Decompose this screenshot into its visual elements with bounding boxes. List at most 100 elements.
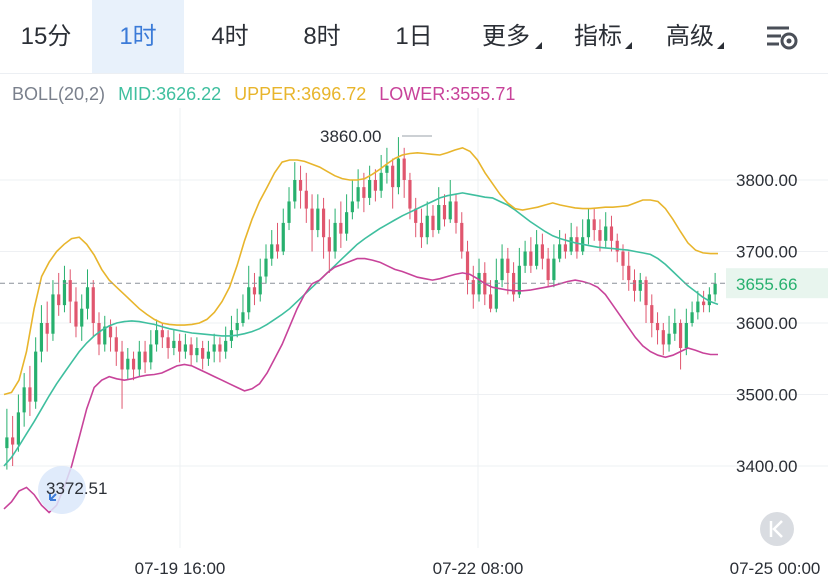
candle-body (218, 344, 222, 352)
candlestick-chart[interactable]: 3655.66 3800.00 3700.00 3600.00 3500.00 3400.… (0, 108, 828, 580)
candle-body (402, 158, 406, 180)
candle-body (28, 387, 32, 402)
candle-body (252, 287, 257, 295)
candle-body (696, 301, 700, 313)
tab-8h[interactable]: 8时 (303, 23, 341, 50)
candle-body (448, 201, 452, 220)
candle-body (379, 172, 383, 191)
candle-body (293, 180, 297, 202)
candle-body (540, 244, 544, 259)
candle-body (500, 258, 504, 281)
candle-body (558, 244, 562, 259)
candle-body (224, 340, 228, 352)
candle-body (713, 283, 717, 295)
candle-body (494, 280, 498, 309)
candle-body (143, 351, 147, 363)
chart-settings-icon[interactable] (762, 20, 802, 54)
candle-body (350, 201, 354, 213)
candle-body (333, 222, 337, 252)
dropdown-triangle-icon (625, 42, 632, 49)
candle-body (535, 244, 539, 266)
tab-1h[interactable]: 1时 (92, 0, 184, 73)
candle-body (644, 280, 648, 306)
candle-body (586, 219, 591, 238)
candle-body (178, 340, 182, 352)
candle-body (615, 240, 619, 252)
candle-body (460, 222, 464, 252)
min-price-marker[interactable] (38, 466, 86, 514)
candle-body (85, 287, 90, 309)
candle-body (126, 358, 130, 370)
tab-advanced-label: 高级 (666, 23, 714, 50)
tab-indicators-label: 指标 (574, 23, 622, 50)
candle-body (39, 323, 44, 352)
candle-body (454, 201, 458, 223)
candle-body (11, 437, 15, 445)
candle-body (345, 212, 349, 234)
boll-upper-line (3, 146, 718, 396)
boll-mid-value: MID:3626.22 (118, 84, 222, 104)
boll-indicator-name[interactable]: BOLL(20,2) (12, 84, 106, 104)
candle-body (108, 326, 113, 338)
candle-body (552, 258, 556, 281)
candle-body (195, 348, 199, 356)
candle-body (442, 205, 447, 220)
jump-to-latest-button[interactable] (760, 512, 794, 546)
tab-15min[interactable]: 15分 (20, 23, 72, 50)
candle-body (298, 180, 303, 191)
candle-body (650, 305, 654, 323)
candle-body (702, 301, 706, 306)
candle-body (68, 280, 72, 302)
candle-body (632, 280, 637, 291)
candle-body (327, 237, 331, 252)
candle-body (154, 330, 159, 345)
candle-body (114, 337, 118, 352)
candle-body (166, 337, 170, 349)
candle-body (5, 437, 9, 449)
arrow-icon (49, 493, 57, 501)
candle-body (638, 280, 642, 291)
candle-body (206, 351, 211, 359)
candle-body (408, 180, 412, 209)
candle-body (80, 308, 84, 327)
candle-body (707, 294, 711, 306)
tab-advanced-dropdown[interactable]: 高级 (644, 0, 736, 73)
candle-body (517, 265, 521, 295)
candle-body (270, 244, 274, 259)
timeframe-toolbar: 15分 1时 4时 8时 1日 更多 指标 高级 (0, 0, 828, 74)
candle-body (598, 230, 602, 241)
candle-body (604, 226, 608, 241)
dropdown-triangle-icon (717, 42, 724, 49)
candle-body (339, 222, 343, 234)
candle-body (684, 323, 688, 349)
candle-body (247, 287, 251, 313)
candle-body (160, 330, 164, 338)
jump-to-latest-icon (769, 520, 783, 538)
candle-body (431, 215, 435, 231)
candle-body (609, 226, 614, 241)
candle-body (678, 323, 683, 349)
candle-body (465, 251, 470, 281)
boll-legend: BOLL(20,2) MID:3626.22 UPPER:3696.72 LOW… (12, 84, 523, 105)
candle-body (131, 358, 136, 370)
candle-body (97, 323, 101, 345)
y-axis-tick-label: 3700.00 (736, 243, 797, 262)
dropdown-triangle-icon (535, 42, 542, 49)
candle-body (385, 165, 389, 173)
candle-body (368, 180, 372, 198)
candle-body (523, 251, 527, 266)
candle-body (103, 326, 107, 345)
candle-body (51, 294, 55, 334)
candle-body (655, 323, 660, 331)
candle-body (310, 208, 314, 231)
tab-4h[interactable]: 4时 (211, 23, 249, 50)
y-axis-tick-label: 3500.00 (736, 386, 797, 405)
tab-more-dropdown[interactable]: 更多 (460, 0, 552, 73)
current-price-label: 3655.66 (736, 275, 797, 294)
min-price-annotation: 3372.51 (46, 479, 107, 498)
tab-indicators-dropdown[interactable]: 指标 (552, 0, 644, 73)
candle-body (414, 208, 418, 223)
candle-body (690, 312, 694, 323)
candle-body (362, 187, 366, 198)
tab-1d[interactable]: 1日 (395, 23, 433, 50)
